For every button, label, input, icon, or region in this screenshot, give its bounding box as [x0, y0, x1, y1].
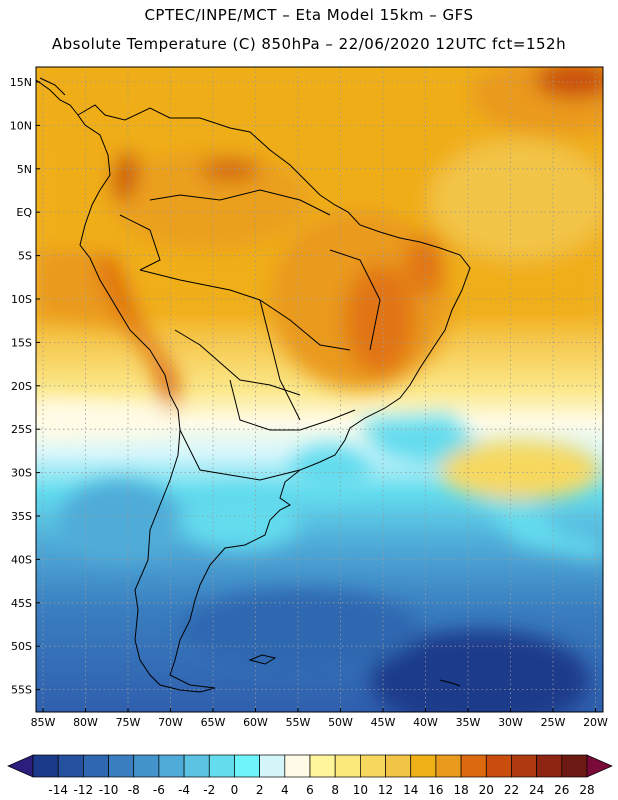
lat-label-15N: 15N: [10, 76, 32, 89]
longitude-labels: 85W 80W 75W 70W 65W 60W 55W 50W 45W 40W 35W 30W 25W 2…: [31, 708, 608, 729]
lat-label-EQ: EQ: [16, 206, 32, 219]
lon-label-55W: 55W: [286, 716, 311, 729]
colorbar-label: -10: [99, 783, 119, 797]
graticule: [36, 67, 603, 712]
colorbar-label: -14: [48, 783, 68, 797]
lon-label-30W: 30W: [498, 716, 523, 729]
colorbar-swatch: [108, 754, 135, 778]
lat-label-30S: 30S: [11, 467, 32, 480]
lon-label-45W: 45W: [371, 716, 396, 729]
lon-label-65W: 65W: [201, 716, 226, 729]
colorbar-label: 6: [306, 783, 314, 797]
colorbar-swatch: [32, 754, 59, 778]
colorbar-swatch: [208, 754, 235, 778]
colorbar-label: 20: [479, 783, 494, 797]
latitude-labels: 15N 10N 5N EQ 5S 10S 15S 20S 25S 30S 35S 40S 45S 50S 5…: [10, 76, 40, 697]
colorbar-label: 16: [428, 783, 443, 797]
lat-label-5N: 5N: [17, 163, 32, 176]
lat-label-5S: 5S: [18, 250, 32, 263]
colorbar-swatch: [511, 754, 537, 778]
lon-label-25W: 25W: [541, 716, 566, 729]
colorbar-swatch: [284, 754, 311, 778]
lat-label-10N: 10N: [10, 119, 32, 132]
lat-label-25S: 25S: [11, 423, 32, 436]
colorbar-swatch: [133, 754, 160, 778]
lat-label-55S: 55S: [11, 684, 32, 697]
colorbar-swatch: [435, 754, 462, 778]
colorbar-label: 28: [579, 783, 594, 797]
colorbar-label: 22: [504, 783, 519, 797]
colorbar-swatch: [309, 754, 336, 778]
colorbar-label: 10: [353, 783, 368, 797]
colorbar-swatch: [561, 754, 588, 778]
colorbar-swatch: [485, 754, 512, 778]
lon-label-35W: 35W: [456, 716, 481, 729]
lat-label-15S: 15S: [11, 336, 32, 349]
colorbar-label: 24: [529, 783, 544, 797]
colorbar-swatch: [57, 754, 84, 778]
colorbar-swatch: [183, 754, 210, 778]
colorbar-label: -6: [153, 783, 165, 797]
colorbar-swatch: [536, 754, 563, 778]
temperature-field: [36, 67, 603, 712]
lon-label-80W: 80W: [73, 716, 98, 729]
lat-label-35S: 35S: [11, 510, 32, 523]
colorbar-swatch: [158, 754, 185, 778]
coastlines: [36, 77, 471, 693]
colorbar-swatch: [334, 754, 361, 778]
colorbar-label: 4: [281, 783, 289, 797]
colorbar-label: -12: [74, 783, 94, 797]
colorbar-label: -8: [128, 783, 140, 797]
colorbar-label: 18: [453, 783, 468, 797]
lat-label-20S: 20S: [11, 380, 32, 393]
colorbar-label: 14: [403, 783, 418, 797]
colorbar-swatch: [385, 754, 412, 778]
lon-label-40W: 40W: [413, 716, 438, 729]
colorbar-high-arrow: [586, 754, 613, 778]
lon-label-70W: 70W: [158, 716, 183, 729]
map-frame: [35, 66, 604, 713]
colorbar-swatch: [410, 754, 437, 778]
lat-label-40S: 40S: [11, 553, 32, 566]
colorbar-label: 26: [554, 783, 569, 797]
colorbar-swatch: [83, 754, 109, 778]
map-title-line2: Absolute Temperature (C) 850hPa – 22/06/…: [51, 35, 567, 53]
colorbar-label: 8: [331, 783, 339, 797]
map-title-line1: CPTEC/INPE/MCT – Eta Model 15km – GFS: [144, 6, 474, 24]
lon-label-50W: 50W: [328, 716, 353, 729]
lon-label-85W: 85W: [31, 716, 56, 729]
colorbar-label: 2: [256, 783, 264, 797]
colorbar-label: -4: [178, 783, 190, 797]
colorbar-label: 0: [231, 783, 239, 797]
colorbar-label: -2: [203, 783, 215, 797]
colorbar-swatch: [234, 754, 260, 778]
colorbar-low-arrow: [7, 754, 34, 778]
colorbar-swatch: [259, 754, 286, 778]
lat-label-10S: 10S: [11, 293, 32, 306]
colorbar-swatch: [460, 754, 487, 778]
lat-label-45S: 45S: [11, 597, 32, 610]
colorbar-swatch: [360, 754, 386, 778]
lat-label-50S: 50S: [11, 640, 32, 653]
colorbar: -14 -12 -10 -8 -6 -4 -2 0 2 4 6 8 10 12 14 16 18 20 22 24 26…: [7, 754, 613, 797]
lon-label-60W: 60W: [243, 716, 268, 729]
lon-label-75W: 75W: [116, 716, 141, 729]
colorbar-label: 12: [378, 783, 393, 797]
lon-label-20W: 20W: [583, 716, 608, 729]
